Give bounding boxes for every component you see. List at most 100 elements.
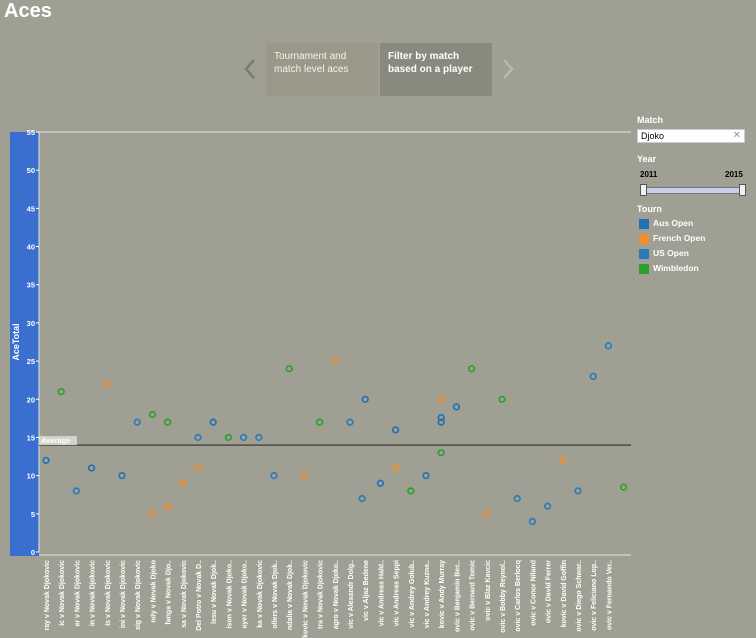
x-tick-label: ini v Novak Djokovic xyxy=(120,560,127,628)
match-filter-label: Match xyxy=(637,115,664,125)
legend-label: French Open xyxy=(653,233,706,243)
point-us-open xyxy=(604,342,613,350)
chevron-left-icon[interactable] xyxy=(242,57,258,81)
story-point-1[interactable]: Tournament and match level aces xyxy=(266,43,378,96)
point-us-open xyxy=(513,494,521,503)
x-tick-label: er v Novak Djokovic xyxy=(74,560,81,627)
x-tick-label: ovic v Blaz Kavcic xyxy=(485,560,492,621)
x-tick-label: sig v Novak Djokovic xyxy=(135,560,142,630)
point-french-open xyxy=(437,395,445,403)
average-label-background xyxy=(39,436,77,446)
x-tick-label: ovic v Carlos Berlocq xyxy=(515,560,522,632)
point-wimbledon xyxy=(163,418,172,426)
x-tick-label: ic v Novak Djokovic xyxy=(59,560,66,626)
point-french-open xyxy=(194,464,202,472)
legend-item-us-open[interactable]: US Open xyxy=(639,248,689,260)
clear-icon[interactable]: ✕ xyxy=(732,130,741,141)
point-wimbledon xyxy=(224,433,233,442)
legend-item-french-open[interactable]: French Open xyxy=(639,233,705,245)
point-us-open xyxy=(358,494,366,503)
legend-swatch xyxy=(639,263,649,274)
x-tick-label: ndalia v Novak Djok.. xyxy=(287,560,294,630)
year-filter-label: Year xyxy=(637,154,657,164)
x-tick-labels: ray v Novak Djokovic ic v Novak Djokovic e… xyxy=(44,560,613,638)
y-tick-label: 50 xyxy=(27,166,35,175)
data-points xyxy=(42,342,628,526)
legend-item-wimbledon[interactable]: Wimbledon xyxy=(639,263,699,275)
y-tick-label: 5 xyxy=(31,510,35,519)
point-aus-open xyxy=(437,418,445,426)
point-wimbledon xyxy=(619,483,628,491)
legend-swatch xyxy=(639,248,649,259)
year-slider-max-handle[interactable] xyxy=(739,184,746,196)
point-aus-open xyxy=(376,479,385,487)
y-tick-label: 25 xyxy=(27,357,35,366)
x-tick-label: vic v Alexandr Dolg.. xyxy=(348,560,355,629)
x-tick-label: vic v Aljaz Bedene xyxy=(363,560,370,621)
y-tick-label: 35 xyxy=(27,281,35,290)
legend-swatch xyxy=(639,233,649,244)
point-us-open xyxy=(574,487,582,495)
x-tick-label: kovic v Andy Murray xyxy=(439,560,446,628)
x-tick-label: agro v Novak Djoko.. xyxy=(333,560,340,629)
point-aus-open xyxy=(391,426,400,434)
x-tick-label: ovic v Conor Niland xyxy=(530,560,537,626)
y-tick-label: 10 xyxy=(27,472,35,481)
x-tick-label: ovic v Feliciano Lop.. xyxy=(591,560,598,631)
year-slider-min-handle[interactable] xyxy=(640,184,647,196)
point-french-open xyxy=(391,464,400,472)
point-us-open xyxy=(194,433,202,442)
x-tick-label: Del Potro v Novak D.. xyxy=(196,560,203,631)
point-aus-open xyxy=(87,464,96,472)
x-tick-label: lesu v Novak Djok.. xyxy=(211,560,218,624)
x-tick-label: ovic v Diego Schwar.. xyxy=(576,560,583,632)
point-aus-open xyxy=(452,403,461,411)
y-axis-band: AceTotal xyxy=(10,132,39,556)
y-tick-label: 0 xyxy=(31,548,35,557)
x-tick-label: ovic v Fernando Ver.. xyxy=(606,560,613,630)
y-tick-labels: 0 5 10 15 20 25 30 35 40 45 50 55 xyxy=(27,128,39,557)
point-us-open xyxy=(72,487,81,495)
point-french-open xyxy=(300,471,309,480)
x-tick-label: in v Novak Djokovic xyxy=(90,560,97,626)
x-tick-label: vic v Andreas Hald.. xyxy=(378,560,385,626)
year-min-value: 2011 xyxy=(640,170,658,179)
x-tick-label: ndy v Novak Djoko xyxy=(150,560,157,623)
point-aus-open xyxy=(118,471,126,480)
x-tick-label: sa v Novak Djokovic xyxy=(181,560,188,628)
point-wimbledon xyxy=(285,365,293,373)
y-tick-label: 45 xyxy=(27,204,35,213)
average-line: Average xyxy=(39,436,631,446)
y-tick-label: 40 xyxy=(27,243,35,252)
year-range-slider[interactable] xyxy=(641,187,745,194)
story-point-2[interactable]: Filter by match based on a player xyxy=(380,43,492,96)
x-tick-label: kovic v Novak Djokovic xyxy=(302,560,309,638)
point-aus-open xyxy=(209,418,217,426)
match-filter-input[interactable]: Djoko ✕ xyxy=(637,129,745,143)
point-wimbledon xyxy=(57,387,65,396)
y-tick-label: 55 xyxy=(27,128,35,137)
point-wimbledon xyxy=(315,418,324,426)
x-tick-label: ray v Novak Djokovic xyxy=(44,560,51,631)
point-french-open xyxy=(148,510,157,518)
x-tick-label: vic v Andreas Seppi xyxy=(394,560,401,626)
point-us-open xyxy=(239,433,248,442)
point-french-open xyxy=(179,479,187,487)
chevron-right-icon[interactable] xyxy=(500,57,516,81)
x-tick-label: tra v Novak Djokovic xyxy=(318,560,325,629)
point-french-open xyxy=(103,380,111,388)
point-aus-open xyxy=(361,395,369,403)
legend-item-aus-open[interactable]: Aus Open xyxy=(639,218,693,230)
point-wimbledon xyxy=(467,365,476,373)
x-tick-label: is v Novak Djokovic xyxy=(105,560,112,626)
x-tick-label: fanga v Novak Djo.. xyxy=(166,560,173,625)
point-aus-open xyxy=(437,413,445,422)
legend-label: US Open xyxy=(653,248,689,258)
average-label: Average xyxy=(41,436,70,445)
legend-label: Aus Open xyxy=(653,218,694,228)
x-tick-label: ovic v Bernard Tomic xyxy=(470,560,477,631)
tourn-legend-title: Tourn xyxy=(637,204,662,214)
page-title: Aces xyxy=(4,0,52,22)
x-tick-label: ka v Novak Djokovic xyxy=(257,560,264,628)
